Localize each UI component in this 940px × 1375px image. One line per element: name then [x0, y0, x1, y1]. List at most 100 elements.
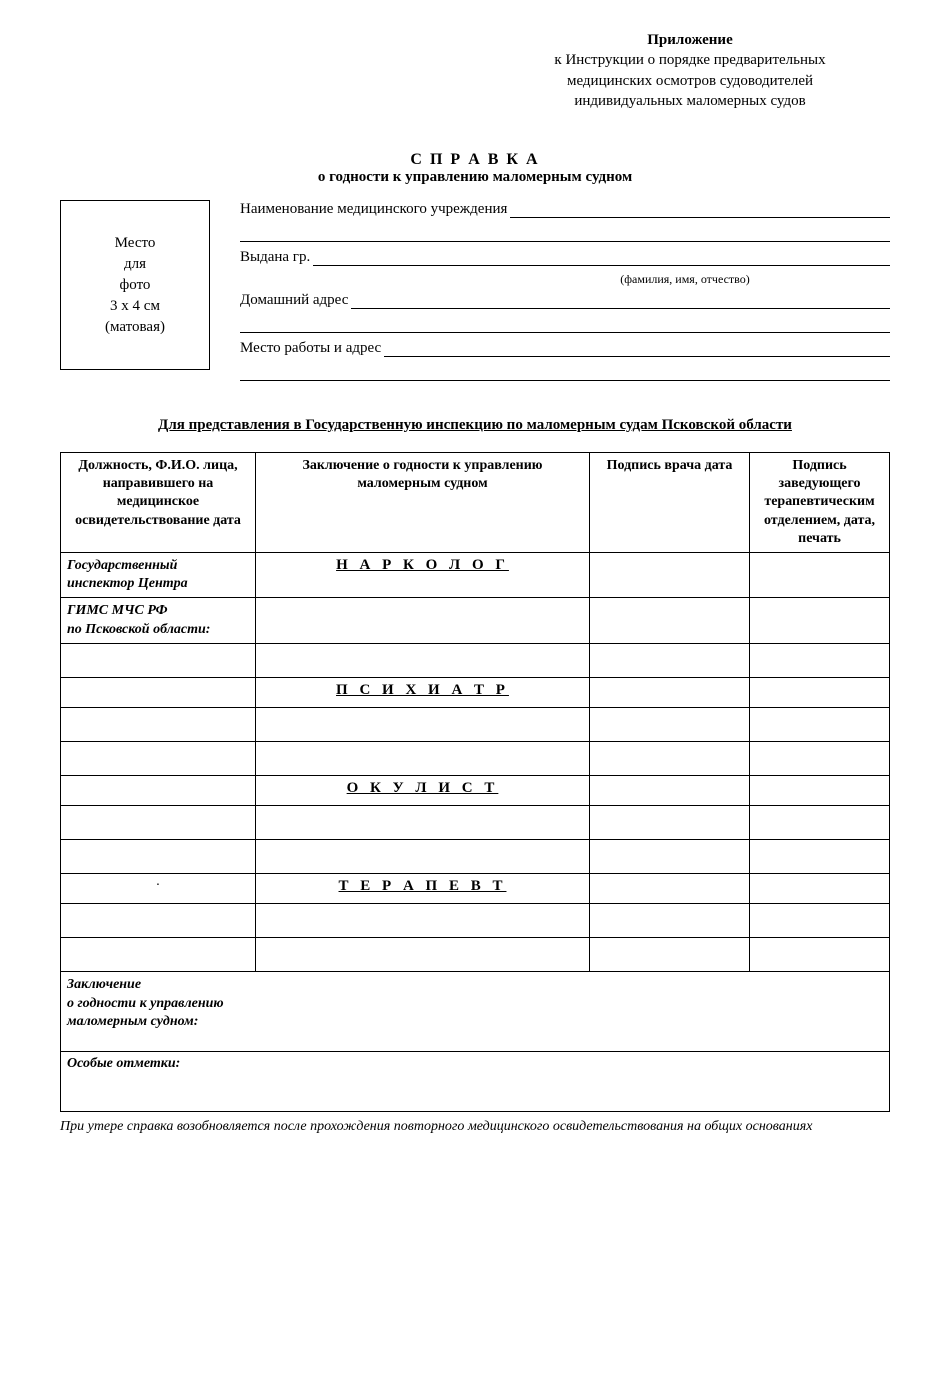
empty-cell — [256, 903, 590, 937]
empty-cell — [750, 937, 890, 971]
notes-row: Особые отметки: — [61, 1051, 890, 1111]
chief-signature-cell — [750, 552, 890, 597]
empty-cell — [256, 741, 590, 775]
appendix-line: индивидуальных маломерных судов — [490, 91, 890, 111]
empty-cell — [590, 741, 750, 775]
inspector-line: по Псковской области: — [67, 621, 249, 639]
photo-text: Место — [115, 233, 156, 254]
table-row — [61, 707, 890, 741]
table-header-row: Должность, Ф.И.О. лица, направившего на … — [61, 453, 890, 553]
table-row — [61, 643, 890, 677]
upper-section: Место для фото 3 х 4 см (матовая) Наимен… — [60, 200, 890, 387]
title-main: С П Р А В К А — [60, 151, 890, 169]
field-line — [351, 291, 890, 309]
empty-cell — [61, 707, 256, 741]
field-line — [240, 315, 890, 333]
appendix-title: Приложение — [490, 30, 890, 50]
conclusion-line: маломерным судном: — [67, 1013, 883, 1032]
field-label: Выдана гр. — [240, 249, 310, 266]
empty-cell — [61, 805, 256, 839]
header-col3: Подпись врача дата — [590, 453, 750, 553]
field-label: Домашний адрес — [240, 292, 348, 309]
address-field: Домашний адрес — [240, 291, 890, 309]
signature-cell — [590, 873, 750, 903]
specialist-narcolog: Н А Р К О Л О Г — [256, 552, 590, 597]
signature-cell — [590, 677, 750, 707]
workplace-field: Место работы и адрес — [240, 339, 890, 357]
chief-signature-cell — [750, 598, 890, 643]
empty-cell — [256, 937, 590, 971]
medical-table: Должность, Ф.И.О. лица, направившего на … — [60, 452, 890, 1112]
photo-text: фото — [120, 275, 151, 296]
signature-cell — [590, 775, 750, 805]
empty-cell — [750, 741, 890, 775]
empty-cell — [61, 937, 256, 971]
inspector-cell: ГИМС МЧС РФ по Псковской области: — [61, 598, 256, 643]
document-title: С П Р А В К А о годности к управлению ма… — [60, 151, 890, 186]
specialist-therapist: Т Е Р А П Е В Т — [256, 873, 590, 903]
specialist-psychiatrist: П С И Х И А Т Р — [256, 677, 590, 707]
form-fields: Наименование медицинского учреждения Выд… — [240, 200, 890, 387]
signature-cell — [590, 552, 750, 597]
empty-cell — [61, 775, 256, 805]
empty-cell — [590, 937, 750, 971]
empty-cell — [61, 903, 256, 937]
appendix-line: медицинских осмотров судоводителей — [490, 71, 890, 91]
empty-cell — [750, 643, 890, 677]
empty-cell — [590, 903, 750, 937]
empty-cell — [750, 903, 890, 937]
appendix-line: к Инструкции о порядке предварительных — [490, 50, 890, 70]
empty-cell — [590, 805, 750, 839]
empty-cell — [750, 839, 890, 873]
field-line — [384, 339, 890, 357]
empty-cell — [750, 805, 890, 839]
conclusion-line: о годности к управлению — [67, 995, 883, 1014]
fio-hint: (фамилия, имя, отчество) — [480, 272, 890, 287]
institution-field: Наименование медицинского учреждения — [240, 200, 890, 218]
table-row: О К У Л И С Т — [61, 775, 890, 805]
conclusion-cell: Заключение о годности к управлению малом… — [61, 971, 890, 1051]
signature-cell — [590, 598, 750, 643]
table-row — [61, 839, 890, 873]
field-line — [240, 224, 890, 242]
empty-cell — [256, 839, 590, 873]
empty-cell: · — [61, 873, 256, 903]
chief-signature-cell — [750, 873, 890, 903]
empty-cell — [61, 643, 256, 677]
submission-target: Для представления в Государственную инсп… — [60, 417, 890, 434]
header-col2: Заключение о годности к управлению малом… — [256, 453, 590, 553]
photo-placeholder: Место для фото 3 х 4 см (матовая) — [60, 200, 210, 370]
field-line — [313, 248, 890, 266]
notes-cell: Особые отметки: — [61, 1051, 890, 1111]
empty-cell — [590, 707, 750, 741]
empty-cell — [256, 643, 590, 677]
title-sub: о годности к управлению маломерным судно… — [60, 169, 890, 186]
inspector-cell: Государственный инспектор Центра — [61, 552, 256, 597]
table-row — [61, 903, 890, 937]
field-line — [240, 363, 890, 381]
table-row — [61, 937, 890, 971]
specialist-oculist: О К У Л И С Т — [256, 775, 590, 805]
inspector-line: инспектор Центра — [67, 575, 249, 593]
empty-cell — [750, 707, 890, 741]
field-label: Место работы и адрес — [240, 340, 381, 357]
appendix-header: Приложение к Инструкции о порядке предва… — [490, 30, 890, 111]
table-row: ГИМС МЧС РФ по Псковской области: — [61, 598, 890, 643]
empty-cell — [61, 839, 256, 873]
empty-cell — [590, 839, 750, 873]
header-col4: Подпись заведующего терапевтическим отде… — [750, 453, 890, 553]
table-row: · Т Е Р А П Е В Т — [61, 873, 890, 903]
empty-cell — [256, 805, 590, 839]
inspector-line: Государственный — [67, 557, 249, 575]
field-line — [510, 200, 890, 218]
table-row: Государственный инспектор Центра Н А Р К… — [61, 552, 890, 597]
table-row — [61, 805, 890, 839]
issued-field: Выдана гр. — [240, 248, 890, 266]
empty-cell — [256, 707, 590, 741]
table-row — [61, 741, 890, 775]
empty-cell — [256, 598, 590, 643]
header-col1: Должность, Ф.И.О. лица, направившего на … — [61, 453, 256, 553]
photo-text: 3 х 4 см — [110, 296, 160, 317]
empty-cell — [590, 643, 750, 677]
field-label: Наименование медицинского учреждения — [240, 201, 507, 218]
